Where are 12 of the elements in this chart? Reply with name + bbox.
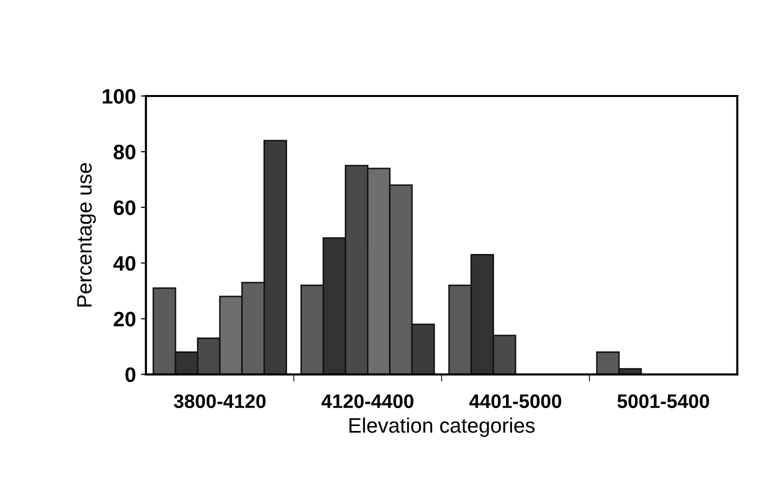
x-tick-label: 5001-5400 xyxy=(617,394,710,408)
x-axis-title: Elevation categories xyxy=(350,418,535,437)
y-tick-label: 60 xyxy=(114,200,136,216)
y-tick-label: 100 xyxy=(102,89,136,104)
y-axis-title: Percentage use xyxy=(77,163,96,306)
y-tick-label: 80 xyxy=(114,144,136,160)
y-tick-label: 0 xyxy=(125,367,136,382)
y-tick-label: 40 xyxy=(113,256,136,271)
x-tick-label: 4120-4400 xyxy=(321,394,414,408)
x-tick-label: 3800-4120 xyxy=(174,394,266,408)
y-tick-label: 20 xyxy=(114,312,136,326)
x-tick-label: 4401-5000 xyxy=(469,394,562,408)
